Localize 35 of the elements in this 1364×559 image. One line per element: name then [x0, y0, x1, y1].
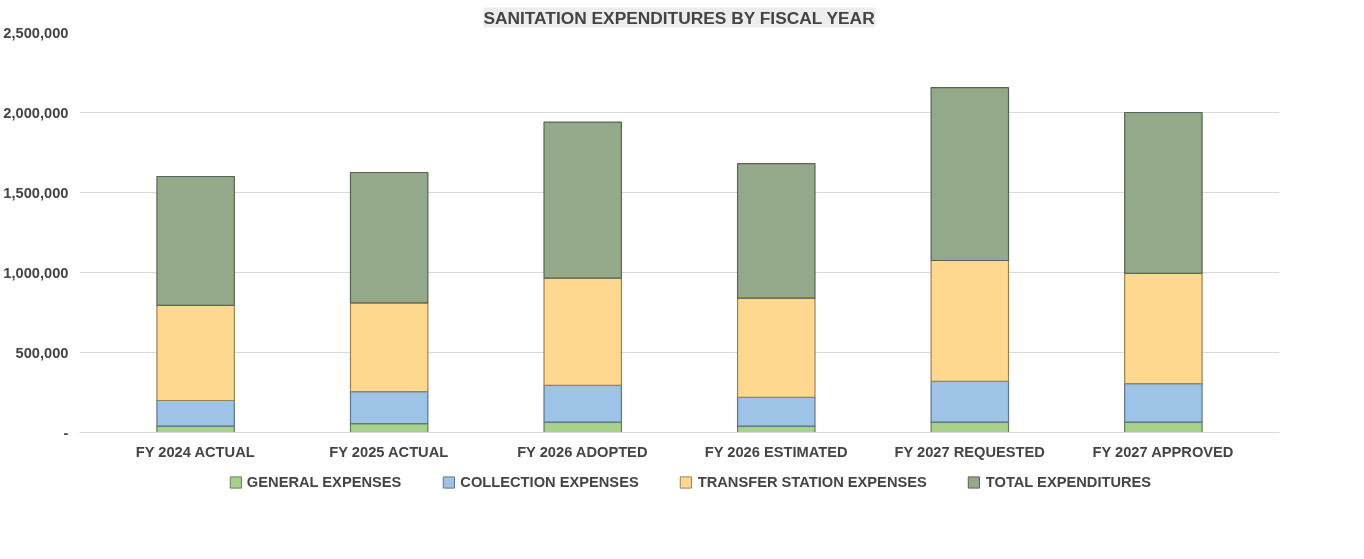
- y-tick-label: 1,500,000: [3, 184, 69, 201]
- bar: [156, 399, 235, 427]
- x-tick-label: FY 2024 ACTUAL: [135, 443, 255, 460]
- bar: [156, 304, 235, 402]
- x-tick-label: FY 2025 ACTUAL: [329, 443, 449, 460]
- bar: [349, 302, 429, 393]
- bar: [1124, 272, 1203, 385]
- chart-title: SANITATION EXPENDITURES BY FISCAL YEAR: [483, 7, 876, 28]
- bar: [349, 171, 429, 304]
- bar: [1124, 383, 1203, 423]
- y-tick-label: 2,000,000: [3, 104, 69, 121]
- bar: [543, 121, 623, 279]
- bar: [156, 175, 235, 306]
- legend-label: TOTAL EXPENDITURES: [985, 474, 1152, 490]
- x-tick-label: FY 2026 ADOPTED: [517, 443, 648, 460]
- legend-label: COLLECTION EXPENSES: [460, 474, 639, 490]
- bar: [736, 297, 816, 398]
- bar: [1124, 111, 1203, 274]
- bar: [736, 163, 816, 299]
- bar: [543, 277, 623, 386]
- x-tick-label: FY 2027 REQUESTED: [894, 443, 1045, 460]
- legend-label: GENERAL EXPENSES: [246, 474, 402, 490]
- legend-label: TRANSFER STATION EXPENSES: [697, 474, 927, 490]
- y-tick-label: -: [63, 424, 69, 441]
- bar: [736, 396, 816, 427]
- bar: [930, 87, 1010, 262]
- bar: [930, 380, 1010, 423]
- bar: [349, 391, 429, 425]
- bar: [930, 259, 1010, 382]
- x-tick-label: FY 2027 APPROVED: [1092, 443, 1234, 460]
- y-tick-label: 500,000: [15, 344, 69, 361]
- y-tick-label: 1,000,000: [3, 264, 69, 281]
- x-tick-label: FY 2026 ESTIMATED: [704, 443, 848, 460]
- y-tick-label: 2,500,000: [3, 24, 69, 41]
- bar: [543, 384, 623, 423]
